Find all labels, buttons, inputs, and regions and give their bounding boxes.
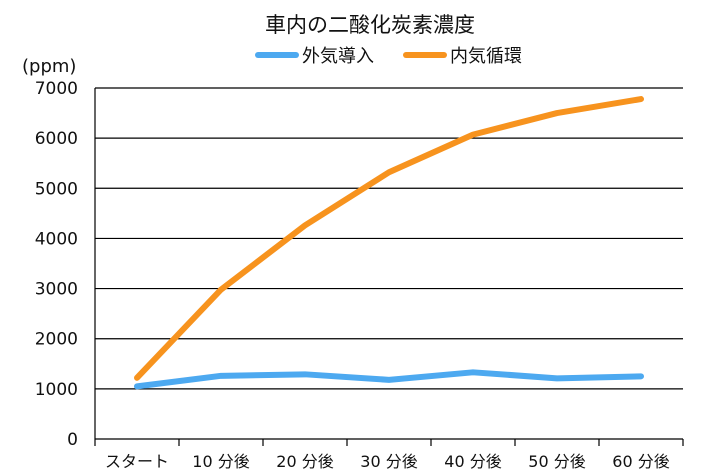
y-tick-label: 1000: [35, 380, 78, 400]
y-tick-label: 7000: [35, 79, 78, 99]
y-tick-labels: 0 1000 2000 3000 4000 5000 6000 7000: [35, 79, 78, 450]
x-tick-label: 40 分後: [444, 452, 501, 471]
y-axis-label: (ppm): [22, 56, 76, 77]
x-tick-labels: スタート 10 分後 20 分後 30 分後 40 分後 50 分後 60 分後: [105, 452, 670, 471]
series-lines: [134, 96, 644, 390]
legend-label: 内気循環: [450, 46, 522, 67]
series-line-1: [134, 369, 644, 390]
y-tick-label: 5000: [35, 179, 78, 199]
chart-title: 車内の二酸化炭素濃度: [265, 13, 475, 37]
y-tick-label: 2000: [35, 330, 78, 350]
x-tick-label: 60 分後: [612, 452, 669, 471]
gridlines: [94, 87, 684, 446]
x-tick-label: 50 分後: [528, 452, 585, 471]
x-tick-label: 20 分後: [276, 452, 333, 471]
legend: 外気導入 内気循環: [255, 46, 522, 67]
y-tick-label: 0: [67, 430, 78, 450]
y-tick-label: 4000: [35, 229, 78, 249]
x-tick-label: 10 分後: [192, 452, 249, 471]
x-tick-label: スタート: [105, 452, 169, 471]
y-tick-label: 3000: [35, 280, 78, 300]
x-tick-label: 30 分後: [360, 452, 417, 471]
y-tick-label: 6000: [35, 129, 78, 149]
series-line-2: [134, 96, 644, 381]
legend-label: 外気導入: [302, 46, 374, 67]
